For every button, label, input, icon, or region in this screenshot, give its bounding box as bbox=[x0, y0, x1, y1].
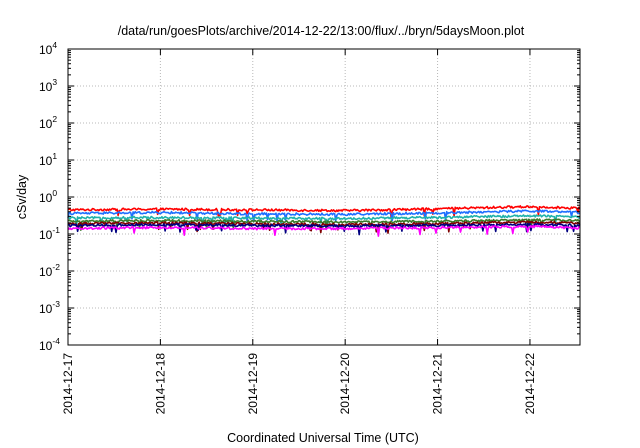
y-tick-label: 102 bbox=[39, 114, 57, 131]
series-line bbox=[67, 209, 581, 223]
y-tick-base: 10 bbox=[39, 265, 53, 279]
y-tick-base: 10 bbox=[39, 302, 53, 316]
y-tick-exponent: -3 bbox=[52, 299, 60, 309]
y-tick-exponent: 0 bbox=[52, 188, 57, 198]
x-tick-label: 2014-12-18 bbox=[153, 353, 167, 415]
x-axis: 2014-12-17 2014-12-18 2014-12-19 2014-12-20… bbox=[61, 49, 537, 414]
y-tick-label: 103 bbox=[39, 77, 57, 94]
series-line bbox=[67, 224, 581, 237]
y-tick-base: 10 bbox=[39, 228, 53, 242]
y-tick-base: 10 bbox=[39, 43, 53, 57]
y-tick-label: 10-2 bbox=[39, 262, 60, 279]
y-tick-exponent: 2 bbox=[52, 114, 57, 124]
x-tick-label: 2014-12-21 bbox=[431, 353, 445, 415]
y-tick-base: 10 bbox=[39, 117, 53, 131]
y-tick-exponent: 4 bbox=[52, 40, 57, 50]
y-tick-label: 10-3 bbox=[39, 299, 60, 316]
y-tick-label: 101 bbox=[39, 151, 57, 168]
x-tick-label: 2014-12-19 bbox=[246, 353, 260, 415]
y-tick-exponent: -4 bbox=[52, 336, 60, 346]
series-group bbox=[67, 205, 581, 237]
series-line bbox=[67, 220, 581, 234]
x-tick-label: 2014-12-22 bbox=[523, 353, 537, 415]
grid bbox=[68, 49, 580, 345]
series-line bbox=[67, 214, 581, 227]
x-axis-label: Coordinated Universal Time (UTC) bbox=[227, 431, 419, 445]
chart-title: /data/run/goesPlots/archive/2014-12-22/1… bbox=[118, 24, 525, 38]
y-tick-base: 10 bbox=[39, 80, 53, 94]
y-tick-label: 10-4 bbox=[39, 336, 60, 353]
y-tick-label: 10-1 bbox=[39, 225, 60, 242]
y-tick-exponent: 3 bbox=[52, 77, 57, 87]
y-tick-label: 100 bbox=[39, 188, 57, 205]
x-tick-label: 2014-12-17 bbox=[61, 353, 75, 415]
y-tick-exponent: 1 bbox=[52, 151, 57, 161]
y-tick-base: 10 bbox=[39, 191, 53, 205]
y-tick-label: 104 bbox=[39, 40, 57, 57]
y-tick-base: 10 bbox=[39, 339, 53, 353]
series-line bbox=[67, 205, 580, 219]
y-tick-exponent: -2 bbox=[52, 262, 60, 272]
x-tick-label: 2014-12-20 bbox=[338, 353, 352, 415]
y-tick-base: 10 bbox=[39, 154, 53, 168]
y-axis-label: cSv/day bbox=[15, 174, 29, 219]
y-tick-exponent: -1 bbox=[52, 225, 60, 235]
